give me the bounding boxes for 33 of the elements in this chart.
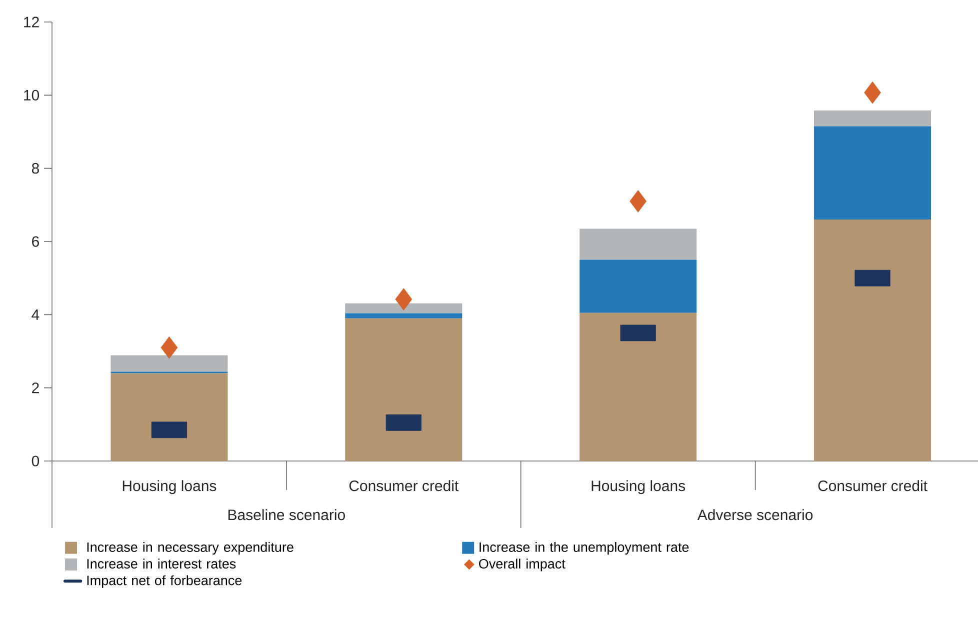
bar <box>110 355 228 372</box>
x-tick-label: Consumer credit <box>349 480 459 492</box>
legend-label: Overall impact <box>479 558 566 572</box>
text: Adverse scenario <box>697 509 813 520</box>
point <box>864 81 881 104</box>
x-tick-label: Housing loans <box>592 480 686 494</box>
point <box>630 190 647 212</box>
bar <box>580 260 697 313</box>
bar <box>580 228 697 260</box>
x-tick-label: Housing loans <box>122 480 216 494</box>
y-tick-label: 0 <box>32 456 40 466</box>
bar <box>110 373 228 462</box>
y-tick-label: 4 <box>32 310 40 320</box>
bar <box>580 312 697 462</box>
legend-label: Increase in interest rates <box>87 558 236 569</box>
bar <box>814 126 932 220</box>
legend-label: Increase in the unemployment rate <box>480 542 689 555</box>
bar <box>814 110 932 126</box>
y-tick-label: 12 <box>24 16 39 28</box>
legend-label: Increase in necessary expenditure <box>87 542 294 555</box>
bar <box>345 318 462 462</box>
bar <box>345 303 462 314</box>
point <box>395 288 412 310</box>
bar <box>345 313 462 318</box>
y-tick-label: 10 <box>24 90 40 100</box>
text: Baseline scenario <box>228 509 345 520</box>
bar <box>814 220 932 462</box>
y-tick-label: 6 <box>32 236 39 247</box>
y-tick-label: 8 <box>32 163 39 174</box>
legend-label: Impact net of forbearance <box>87 575 242 588</box>
x-tick-label: Consumer credit <box>818 480 928 492</box>
point <box>160 336 178 359</box>
y-tick-label: 2 <box>32 382 39 394</box>
